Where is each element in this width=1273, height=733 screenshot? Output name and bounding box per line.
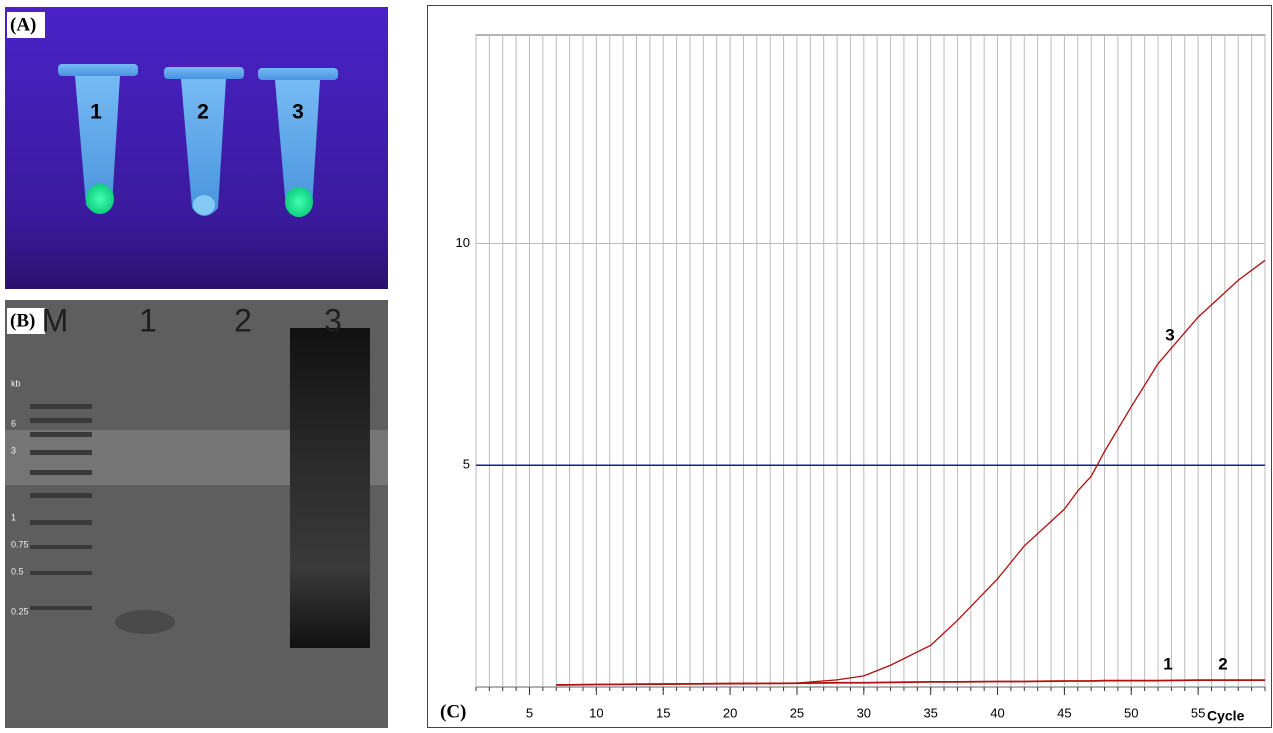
tubes [58,64,338,217]
label-box [7,308,45,334]
lane-label: M [42,302,69,338]
y-tick-label: 10 [456,235,470,250]
panel-label: (B) [10,310,35,331]
ladder-label: 6 [11,418,16,428]
ladder-label: 0.25 [11,606,29,616]
lane-label: 1 [139,302,157,338]
tube-label: 3 [292,101,304,124]
tube-label: 2 [197,101,209,124]
no-fluorescence [193,195,215,215]
panel-label: (C) [440,701,466,722]
lane-label: 3 [324,302,342,338]
smear [290,328,370,648]
lane-label: 2 [234,302,252,338]
x-tick-label: 25 [790,705,804,720]
x-tick-label: 45 [1057,705,1071,720]
series-label: 3 [1165,325,1174,344]
x-tick-label: 20 [723,705,737,720]
x-tick-label: 50 [1124,705,1138,720]
primer-dimer [115,610,175,634]
unit-label: kb [11,378,21,388]
x-tick-label: 35 [923,705,937,720]
ladder-label: 1 [11,512,16,522]
panel-label: (A) [10,14,36,35]
series-label: 1 [1163,654,1172,673]
ladder-bands [30,404,92,610]
fluorescence [285,187,313,217]
x-tick-label: 5 [526,705,533,720]
tube-label: 1 [90,101,102,124]
ladder-label: 0.5 [11,566,24,576]
x-tick-label: 55 [1191,705,1205,720]
panel-a: (A) 1 2 3 [5,7,388,289]
x-tick-label: 40 [990,705,1004,720]
x-axis-label: Cycle [1207,708,1245,724]
series-label: 2 [1218,654,1227,673]
plot-area [475,34,1266,688]
ladder-label: 0.75 [11,539,29,549]
x-tick-label: 15 [656,705,670,720]
label-box [7,12,45,38]
ladder-label: 3 [11,445,16,455]
x-tick-label: 30 [857,705,871,720]
data-line [556,259,1266,686]
fluorescence [86,184,114,214]
panel-b: (B) M 1 2 3 kb 6 3 1 0.75 0.5 0.25 [5,300,388,728]
y-tick-label: 5 [463,457,470,472]
x-tick-label: 10 [589,705,603,720]
